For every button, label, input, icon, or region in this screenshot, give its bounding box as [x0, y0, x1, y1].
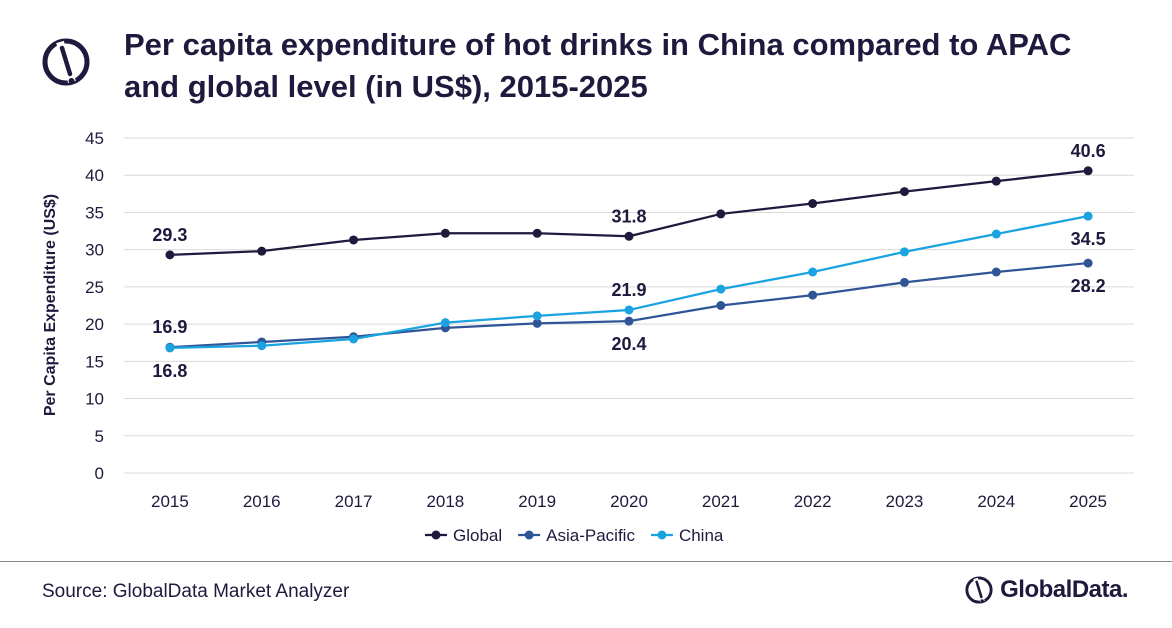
data-point-global [899, 187, 909, 197]
y-tick-label: 0 [95, 464, 104, 483]
data-point-global [1083, 166, 1093, 176]
y-tick-label: 15 [85, 352, 104, 371]
data-point-asia-pacific [624, 316, 634, 326]
data-point-china [165, 343, 175, 353]
legend-label-china: China [679, 526, 724, 545]
y-tick-label: 45 [85, 129, 104, 148]
data-label-asia-pacific: 28.2 [1071, 276, 1106, 296]
x-tick-label: 2015 [151, 492, 189, 511]
y-tick-label: 35 [85, 203, 104, 222]
x-tick-label: 2016 [243, 492, 281, 511]
data-point-china [624, 305, 634, 315]
data-point-asia-pacific [1083, 258, 1093, 268]
globaldata-brand-icon [965, 576, 993, 604]
legend-label-asia-pacific: Asia-Pacific [546, 526, 635, 545]
y-axis-label: Per Capita Expenditure (US$) [42, 194, 59, 416]
data-label-global: 40.6 [1071, 141, 1106, 161]
data-label-china: 34.5 [1071, 229, 1106, 249]
x-tick-label: 2020 [610, 492, 648, 511]
y-tick-label: 5 [95, 427, 104, 446]
x-tick-label: 2024 [977, 492, 1015, 511]
y-tick-label: 10 [85, 390, 104, 409]
x-tick-label: 2022 [794, 492, 832, 511]
brand-name: GlobalData. [1000, 576, 1128, 603]
data-point-china [349, 334, 359, 344]
data-point-asia-pacific [532, 318, 542, 328]
data-point-china [532, 311, 542, 321]
brand-logo: GlobalData. [964, 575, 1128, 605]
x-tick-label: 2021 [702, 492, 740, 511]
data-point-asia-pacific [991, 267, 1001, 277]
data-point-asia-pacific [899, 277, 909, 287]
data-point-china [991, 229, 1001, 239]
data-point-china [1083, 211, 1093, 221]
legend-swatch-marker-global [431, 530, 441, 540]
legend-label-global: Global [453, 526, 502, 545]
data-point-global [349, 235, 359, 245]
data-point-china [257, 341, 267, 351]
y-tick-label: 25 [85, 278, 104, 297]
data-label-china: 16.8 [152, 361, 187, 381]
data-label-asia-pacific: 20.4 [611, 334, 646, 354]
y-tick-label: 20 [85, 315, 104, 334]
data-point-global [440, 228, 450, 238]
data-label-china: 21.9 [611, 280, 646, 300]
x-tick-label: 2017 [335, 492, 373, 511]
x-tick-label: 2019 [518, 492, 556, 511]
data-point-china [899, 247, 909, 257]
data-label-asia-pacific: 16.9 [152, 317, 187, 337]
x-tick-label: 2023 [886, 492, 924, 511]
data-point-global [257, 246, 267, 256]
data-point-global [716, 209, 726, 219]
x-tick-label: 2018 [426, 492, 464, 511]
data-point-asia-pacific [808, 290, 818, 300]
source-note: Source: GlobalData Market Analyzer [42, 581, 350, 602]
data-point-asia-pacific [716, 301, 726, 310]
source-divider [0, 561, 1172, 562]
data-point-china [440, 318, 450, 328]
data-point-global [991, 176, 1001, 186]
globaldata-logo-icon [42, 38, 90, 86]
data-label-global: 29.3 [152, 225, 187, 245]
data-label-global: 31.8 [611, 206, 646, 226]
data-point-global [808, 199, 818, 209]
data-point-china [716, 284, 726, 294]
legend-swatch-marker-asia-pacific [524, 530, 534, 540]
chart-title: Per capita expenditure of hot drinks in … [124, 27, 1072, 104]
data-point-global [165, 250, 175, 260]
y-tick-label: 40 [85, 166, 104, 185]
data-point-china [808, 267, 818, 277]
x-tick-label: 2025 [1069, 492, 1107, 511]
legend-swatch-marker-china [657, 530, 667, 540]
data-point-global [532, 228, 542, 238]
data-point-global [624, 231, 634, 241]
y-tick-label: 30 [85, 241, 104, 260]
